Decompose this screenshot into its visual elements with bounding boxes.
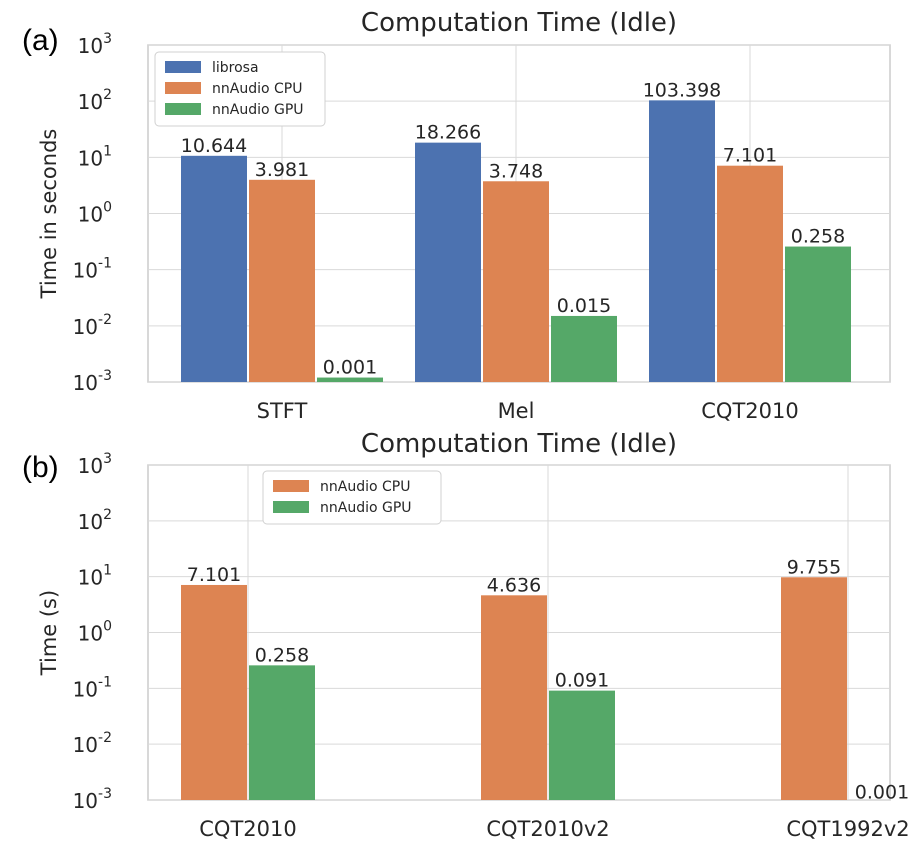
bar-nnaudio-gpu-cqt2010 (249, 665, 315, 800)
legend-swatch (165, 61, 201, 73)
y-tick-label: 102 (78, 87, 112, 114)
x-tick-label: STFT (257, 399, 308, 423)
y-axis-label: Time in seconds (37, 129, 61, 300)
y-tick-exponent: 1 (103, 563, 112, 579)
chart-panel-a: 10-310-210-110010110210310.64418.266103.… (22, 8, 891, 423)
bar-nnaudio-gpu-cqt2010v2 (549, 690, 615, 800)
y-tick-exponent: -1 (98, 256, 112, 272)
bar-nnaudio-cpu-stft (249, 179, 315, 382)
bar-nnaudio-cpu-cqt2010 (181, 584, 247, 800)
bar-nnaudio-cpu-cqt2010v2 (481, 595, 547, 800)
chart-title: Computation Time (Idle) (361, 8, 677, 38)
bar-librosa-cqt2010 (649, 100, 715, 383)
data-label: 7.101 (723, 145, 777, 167)
y-tick-label: 103 (78, 31, 112, 58)
y-tick-exponent: -2 (98, 312, 112, 328)
y-tick-exponent: 3 (103, 451, 112, 467)
y-axis-label: Time (s) (37, 590, 61, 676)
y-tick-label: 10-3 (73, 368, 112, 395)
y-tick-exponent: 2 (103, 87, 112, 103)
legend-swatch (165, 103, 201, 115)
y-tick-base: 10 (73, 789, 98, 813)
y-tick-base: 10 (78, 90, 103, 114)
y-tick-base: 10 (78, 146, 103, 170)
data-label: 9.755 (787, 556, 841, 578)
legend-swatch (273, 501, 309, 513)
bar-nnaudio-gpu-cqt2010 (785, 246, 851, 382)
data-label: 0.001 (855, 782, 909, 804)
x-tick-label: CQT2010 (199, 817, 296, 841)
data-label: 0.091 (555, 670, 609, 692)
y-tick-base: 10 (78, 454, 103, 478)
y-tick-base: 10 (78, 34, 103, 58)
y-tick-label: 101 (78, 143, 112, 170)
data-label: 103.398 (643, 79, 722, 101)
data-label: 0.258 (791, 226, 845, 248)
y-tick-label: 10-3 (73, 786, 112, 813)
x-tick-label: CQT2010 (701, 399, 798, 423)
data-label: 4.636 (487, 574, 541, 596)
data-label: 18.266 (415, 122, 481, 144)
x-tick-label: CQT2010v2 (486, 817, 609, 841)
data-label: 10.644 (181, 135, 247, 157)
bar-nnaudio-cpu-cqt1992v2 (781, 577, 847, 800)
y-tick-base: 10 (78, 510, 103, 534)
legend-entry: nnAudio CPU (320, 479, 410, 495)
y-tick-exponent: 0 (103, 619, 112, 635)
y-tick-label: 10-1 (73, 674, 112, 701)
y-tick-exponent: 0 (103, 200, 112, 216)
y-tick-label: 103 (78, 451, 112, 478)
y-tick-exponent: -3 (98, 786, 112, 802)
chart-title: Computation Time (Idle) (361, 429, 677, 459)
y-tick-exponent: 1 (103, 143, 112, 159)
y-tick-label: 10-2 (73, 312, 112, 339)
bar-librosa-stft (181, 155, 247, 382)
bar-librosa-mel (415, 142, 481, 382)
panel-label: (b) (22, 451, 59, 484)
y-tick-exponent: -1 (98, 674, 112, 690)
legend: librosa nnAudio CPU nnAudio GPU (154, 51, 326, 127)
y-tick-base: 10 (78, 203, 103, 227)
x-tick-label: CQT1992v2 (786, 817, 909, 841)
data-label: 0.015 (557, 295, 611, 317)
y-tick-label: 100 (78, 619, 112, 646)
bar-nnaudio-gpu-mel (551, 315, 617, 382)
y-tick-exponent: 2 (103, 507, 112, 523)
legend: nnAudio CPU nnAudio GPU (262, 470, 442, 525)
legend-entry: nnAudio GPU (320, 500, 412, 516)
legend-swatch (165, 82, 201, 94)
y-tick-label: 101 (78, 563, 112, 590)
y-tick-base: 10 (78, 622, 103, 646)
bar-nnaudio-gpu-stft (317, 377, 383, 382)
legend-entry: nnAudio CPU (212, 81, 302, 97)
y-tick-exponent: -2 (98, 730, 112, 746)
data-label: 3.748 (489, 160, 543, 182)
y-tick-base: 10 (73, 259, 98, 283)
data-label: 0.001 (323, 357, 377, 379)
y-tick-exponent: 3 (103, 31, 112, 47)
y-tick-base: 10 (73, 733, 98, 757)
data-label: 3.981 (255, 159, 309, 181)
y-tick-base: 10 (78, 566, 103, 590)
legend-entry: librosa (212, 60, 259, 76)
x-tick-label: Mel (498, 399, 535, 423)
data-label: 0.258 (255, 644, 309, 666)
bar-nnaudio-cpu-cqt2010 (717, 165, 783, 382)
bar-nnaudio-cpu-mel (483, 181, 549, 382)
legend-swatch (273, 480, 309, 492)
y-tick-label: 102 (78, 507, 112, 534)
y-tick-base: 10 (73, 677, 98, 701)
y-tick-label: 100 (78, 200, 112, 227)
y-tick-exponent: -3 (98, 368, 112, 384)
y-tick-base: 10 (73, 371, 98, 395)
y-tick-label: 10-1 (73, 256, 112, 283)
y-tick-base: 10 (73, 315, 98, 339)
panel-label: (a) (22, 24, 59, 57)
data-label: 7.101 (187, 564, 241, 586)
y-tick-label: 10-2 (73, 730, 112, 757)
legend-entry: nnAudio GPU (212, 102, 304, 118)
